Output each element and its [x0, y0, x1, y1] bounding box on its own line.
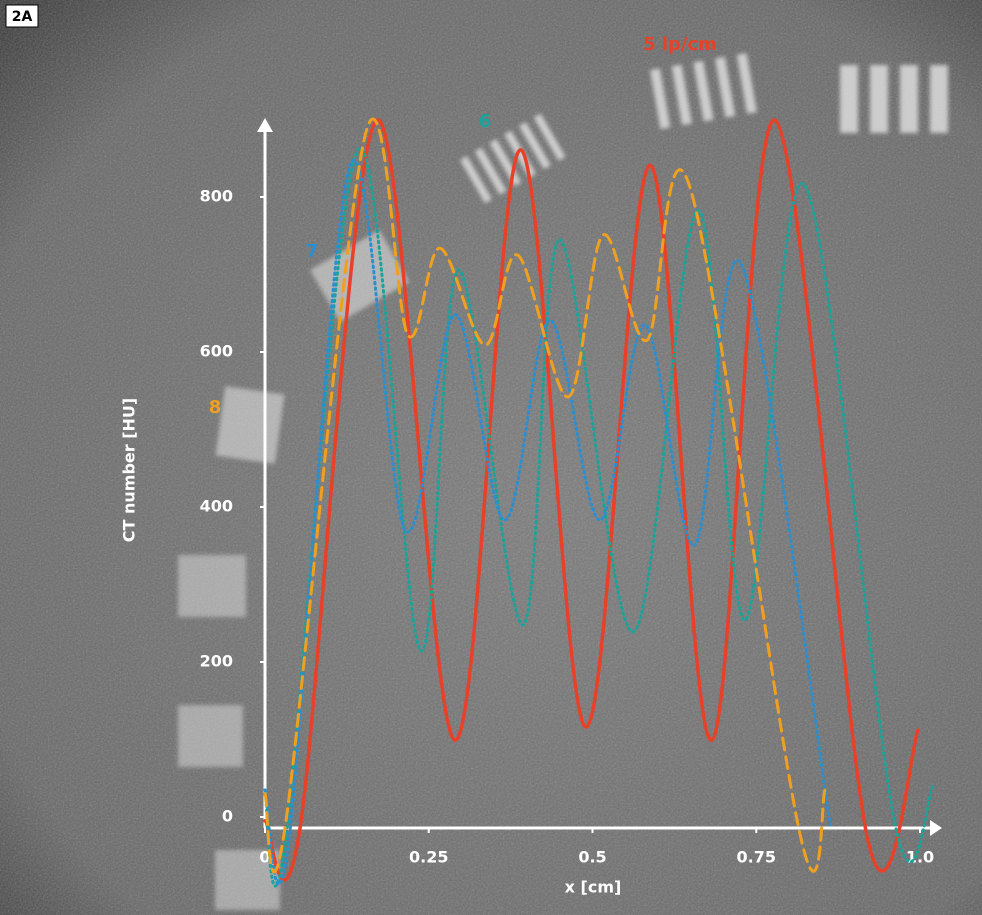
x-tick-label: 0 — [259, 848, 270, 867]
x-tick-label: 0.25 — [409, 848, 448, 867]
y-tick-label: 0 — [222, 807, 233, 826]
y-axis-label: CT number [HU] — [120, 398, 139, 542]
panel-label-box — [5, 4, 39, 28]
y-tick-label: 600 — [200, 342, 233, 361]
legend-label: 8 — [209, 397, 222, 418]
series-line — [263, 159, 832, 886]
legend-label: 7 — [306, 241, 319, 262]
series-line — [263, 118, 920, 882]
y-tick-label: 800 — [200, 187, 233, 206]
y-axis-arrow — [257, 118, 273, 132]
legend-label: 6 — [479, 111, 492, 132]
x-tick-label: 1.0 — [906, 848, 934, 867]
x-axis-label: x [cm] — [565, 878, 622, 897]
panel-label: 2A — [12, 9, 33, 25]
x-tick-label: 0.75 — [737, 848, 776, 867]
y-tick-label: 400 — [200, 497, 233, 516]
y-tick-label: 200 — [200, 652, 233, 671]
x-axis-arrow — [930, 820, 942, 836]
series-line — [263, 146, 935, 888]
series-line — [263, 117, 827, 874]
x-tick-label: 0.5 — [578, 848, 606, 867]
legend-label: 5 lp/cm — [643, 34, 717, 55]
